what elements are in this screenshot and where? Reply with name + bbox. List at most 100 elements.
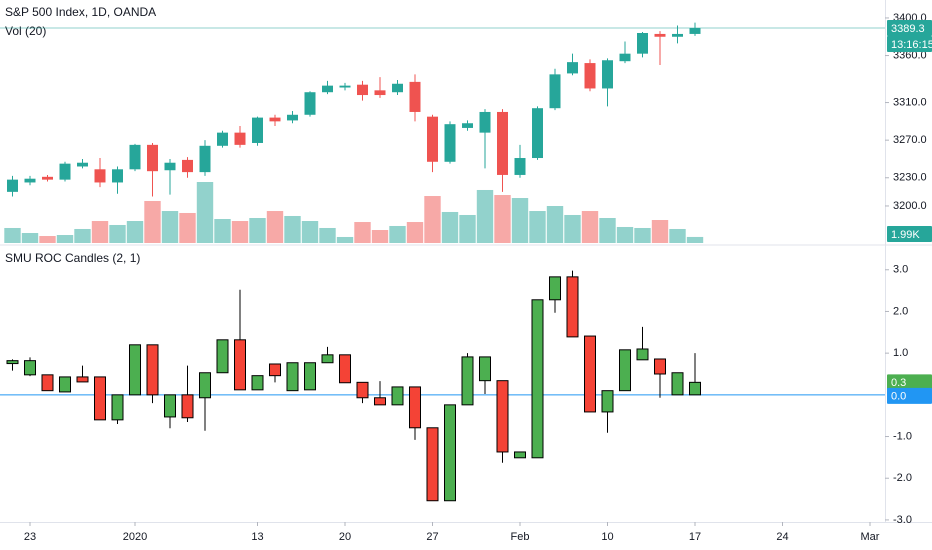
volume-bar	[126, 221, 144, 243]
volume-bar	[336, 236, 354, 243]
volume-bar	[599, 218, 616, 243]
candle-body	[357, 84, 368, 96]
candle-body	[392, 83, 403, 93]
candle-body	[59, 376, 71, 393]
candle-body	[6, 360, 19, 365]
volume-bar	[476, 189, 494, 243]
y-tick-label: 1.0	[893, 347, 908, 359]
volume-bar	[214, 219, 231, 243]
candle-body	[304, 362, 316, 391]
volume-bar	[389, 225, 406, 243]
candle-body	[514, 158, 526, 175]
volume-bar	[196, 182, 214, 243]
candle-body	[497, 111, 508, 175]
volume-bar	[266, 211, 284, 243]
x-tick-label: 10	[601, 531, 613, 543]
volume-bar	[651, 220, 669, 243]
volume-bar	[441, 211, 459, 243]
volume-bar	[56, 235, 74, 243]
volume-label: 1.99K	[891, 229, 920, 241]
volume-bar	[669, 228, 686, 243]
candle-body	[76, 376, 89, 383]
candle-body	[42, 176, 53, 180]
candle-body	[461, 356, 474, 406]
candle-body	[601, 390, 614, 413]
candle-body	[112, 169, 123, 183]
candle-body	[59, 163, 71, 180]
volume-bar	[494, 195, 511, 243]
zero-label: 0.0	[891, 391, 906, 403]
candle-body	[77, 162, 88, 167]
volume-bar	[21, 233, 39, 243]
candle-body	[549, 74, 561, 109]
volume-bar	[144, 200, 161, 243]
y-tick-label: 3310.0	[893, 96, 927, 108]
candle-body	[7, 179, 18, 192]
candle-body	[269, 117, 281, 122]
volume-bar	[39, 236, 56, 243]
candle-body	[672, 33, 683, 37]
volume-bar	[564, 214, 581, 243]
candle-body	[216, 339, 229, 374]
volume-bar	[371, 229, 389, 243]
candle-body	[391, 386, 404, 406]
candle-body	[24, 360, 36, 376]
candle-body	[619, 53, 631, 62]
candle-body	[636, 348, 649, 361]
volume-bar	[424, 196, 441, 243]
candle-body	[94, 376, 106, 421]
volume-label-box	[887, 226, 932, 242]
candle-body	[269, 363, 281, 377]
candle-body	[531, 299, 544, 459]
volume-bar	[511, 198, 529, 243]
chart-title: S&P 500 Index, 1D, OANDA	[5, 5, 156, 19]
candle-body	[409, 81, 421, 112]
candle-body	[339, 354, 351, 384]
candle-body	[689, 381, 701, 396]
candle-body	[496, 380, 509, 453]
candle-body	[129, 344, 141, 396]
x-tick-label: 27	[426, 531, 438, 543]
candle-body	[566, 276, 579, 338]
volume-bar	[581, 211, 599, 243]
volume-bar	[301, 221, 319, 243]
candle-body	[146, 344, 159, 396]
volume-bar	[249, 218, 266, 243]
candle-body	[671, 372, 684, 396]
x-tick-label: Mar	[861, 531, 880, 543]
volume-bar	[161, 211, 179, 243]
volume-bar	[319, 227, 336, 243]
indicator-label: 0.3	[891, 377, 906, 389]
candle-body	[24, 178, 36, 183]
indicator-title: SMU ROC Candles (2, 1)	[5, 251, 140, 265]
candle-body	[111, 394, 124, 421]
candle-body	[374, 397, 386, 406]
candle-body	[287, 114, 298, 121]
y-tick-label: -1.0	[893, 430, 912, 442]
x-tick-label: 23	[24, 531, 36, 543]
volume-bar	[546, 206, 564, 243]
x-tick-label: 17	[689, 531, 701, 543]
price-label: 3389.3	[891, 23, 925, 35]
candle-body	[654, 33, 666, 37]
y-tick-label: 3.0	[893, 264, 908, 276]
volume-bar	[179, 212, 196, 243]
volume-bar	[284, 215, 301, 243]
candle-body	[462, 123, 473, 128]
volume-bar	[616, 226, 634, 243]
candle-body	[654, 358, 666, 375]
candle-body	[322, 85, 333, 93]
y-tick-label: 3230.0	[893, 172, 927, 184]
candle-body	[182, 159, 193, 173]
volume-bar	[231, 221, 249, 243]
candle-body	[637, 32, 648, 54]
candle-body	[532, 108, 543, 159]
candle-body	[217, 132, 228, 146]
x-tick-label: 2020	[123, 531, 147, 543]
candle-body	[129, 144, 141, 170]
candle-body	[549, 276, 561, 301]
candle-body	[234, 132, 246, 145]
volume-bar	[109, 224, 126, 243]
candle-body	[584, 335, 596, 413]
